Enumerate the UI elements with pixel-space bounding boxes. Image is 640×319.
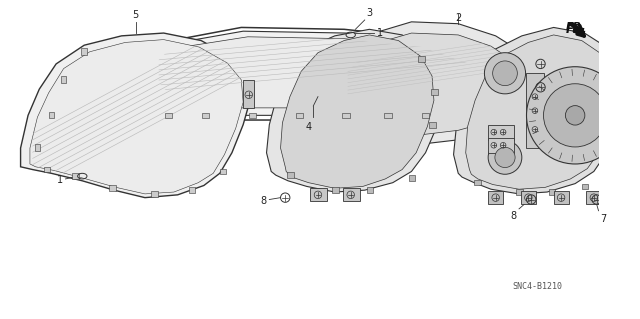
Bar <box>620 89 637 173</box>
Polygon shape <box>20 33 251 198</box>
Bar <box>429 122 436 128</box>
Bar <box>164 114 172 118</box>
Circle shape <box>493 61 517 85</box>
Circle shape <box>543 84 607 147</box>
Bar <box>614 92 621 98</box>
Text: 3: 3 <box>367 8 372 18</box>
Text: SNC4-B1210: SNC4-B1210 <box>513 282 563 291</box>
Bar <box>418 56 424 62</box>
Bar <box>35 144 40 151</box>
Text: 1: 1 <box>377 28 383 38</box>
Bar <box>332 187 339 193</box>
Text: FR.: FR. <box>566 21 586 32</box>
Text: 7: 7 <box>559 86 566 96</box>
Bar <box>202 114 209 118</box>
Polygon shape <box>280 35 434 188</box>
Bar <box>243 80 254 108</box>
Bar <box>431 89 438 95</box>
Bar <box>525 73 544 148</box>
Bar <box>189 187 195 193</box>
Bar <box>367 187 373 193</box>
Bar <box>474 180 481 185</box>
Bar <box>488 191 503 204</box>
Circle shape <box>565 106 585 125</box>
Circle shape <box>484 53 525 94</box>
Text: 5: 5 <box>132 10 139 20</box>
Bar <box>310 188 327 201</box>
Circle shape <box>488 141 522 174</box>
Circle shape <box>527 67 624 164</box>
Bar <box>521 191 536 204</box>
Bar <box>614 127 621 132</box>
Bar <box>49 112 54 118</box>
Text: FR.: FR. <box>566 23 588 36</box>
Bar <box>603 167 610 172</box>
Bar <box>488 138 515 153</box>
Bar <box>287 172 294 178</box>
Polygon shape <box>454 27 625 194</box>
Bar <box>296 114 303 118</box>
Polygon shape <box>266 29 444 192</box>
Polygon shape <box>154 37 472 108</box>
Circle shape <box>495 147 515 167</box>
Bar <box>44 167 51 172</box>
Text: 8: 8 <box>260 197 266 206</box>
Bar <box>422 114 429 118</box>
Text: 1: 1 <box>56 175 63 185</box>
Bar <box>152 191 158 197</box>
Bar <box>220 169 227 174</box>
Bar <box>61 76 67 83</box>
Polygon shape <box>466 35 617 189</box>
Bar <box>342 114 349 118</box>
Bar <box>109 185 116 191</box>
Bar <box>554 191 568 204</box>
Polygon shape <box>335 22 538 145</box>
Bar <box>488 125 515 140</box>
Text: 4: 4 <box>305 122 312 132</box>
Text: 7: 7 <box>600 213 607 224</box>
Polygon shape <box>30 40 243 194</box>
Bar <box>343 188 360 201</box>
Bar <box>72 173 79 179</box>
Bar <box>385 114 392 118</box>
Bar <box>582 184 588 189</box>
Bar <box>549 189 556 195</box>
Text: 2: 2 <box>455 13 461 23</box>
Bar <box>249 114 256 118</box>
Bar <box>586 191 602 204</box>
Bar <box>81 48 87 55</box>
Polygon shape <box>145 31 486 115</box>
Text: 8: 8 <box>559 54 565 64</box>
Bar <box>409 175 415 181</box>
Bar <box>516 189 523 195</box>
Polygon shape <box>344 33 524 136</box>
Text: 8: 8 <box>510 211 516 221</box>
